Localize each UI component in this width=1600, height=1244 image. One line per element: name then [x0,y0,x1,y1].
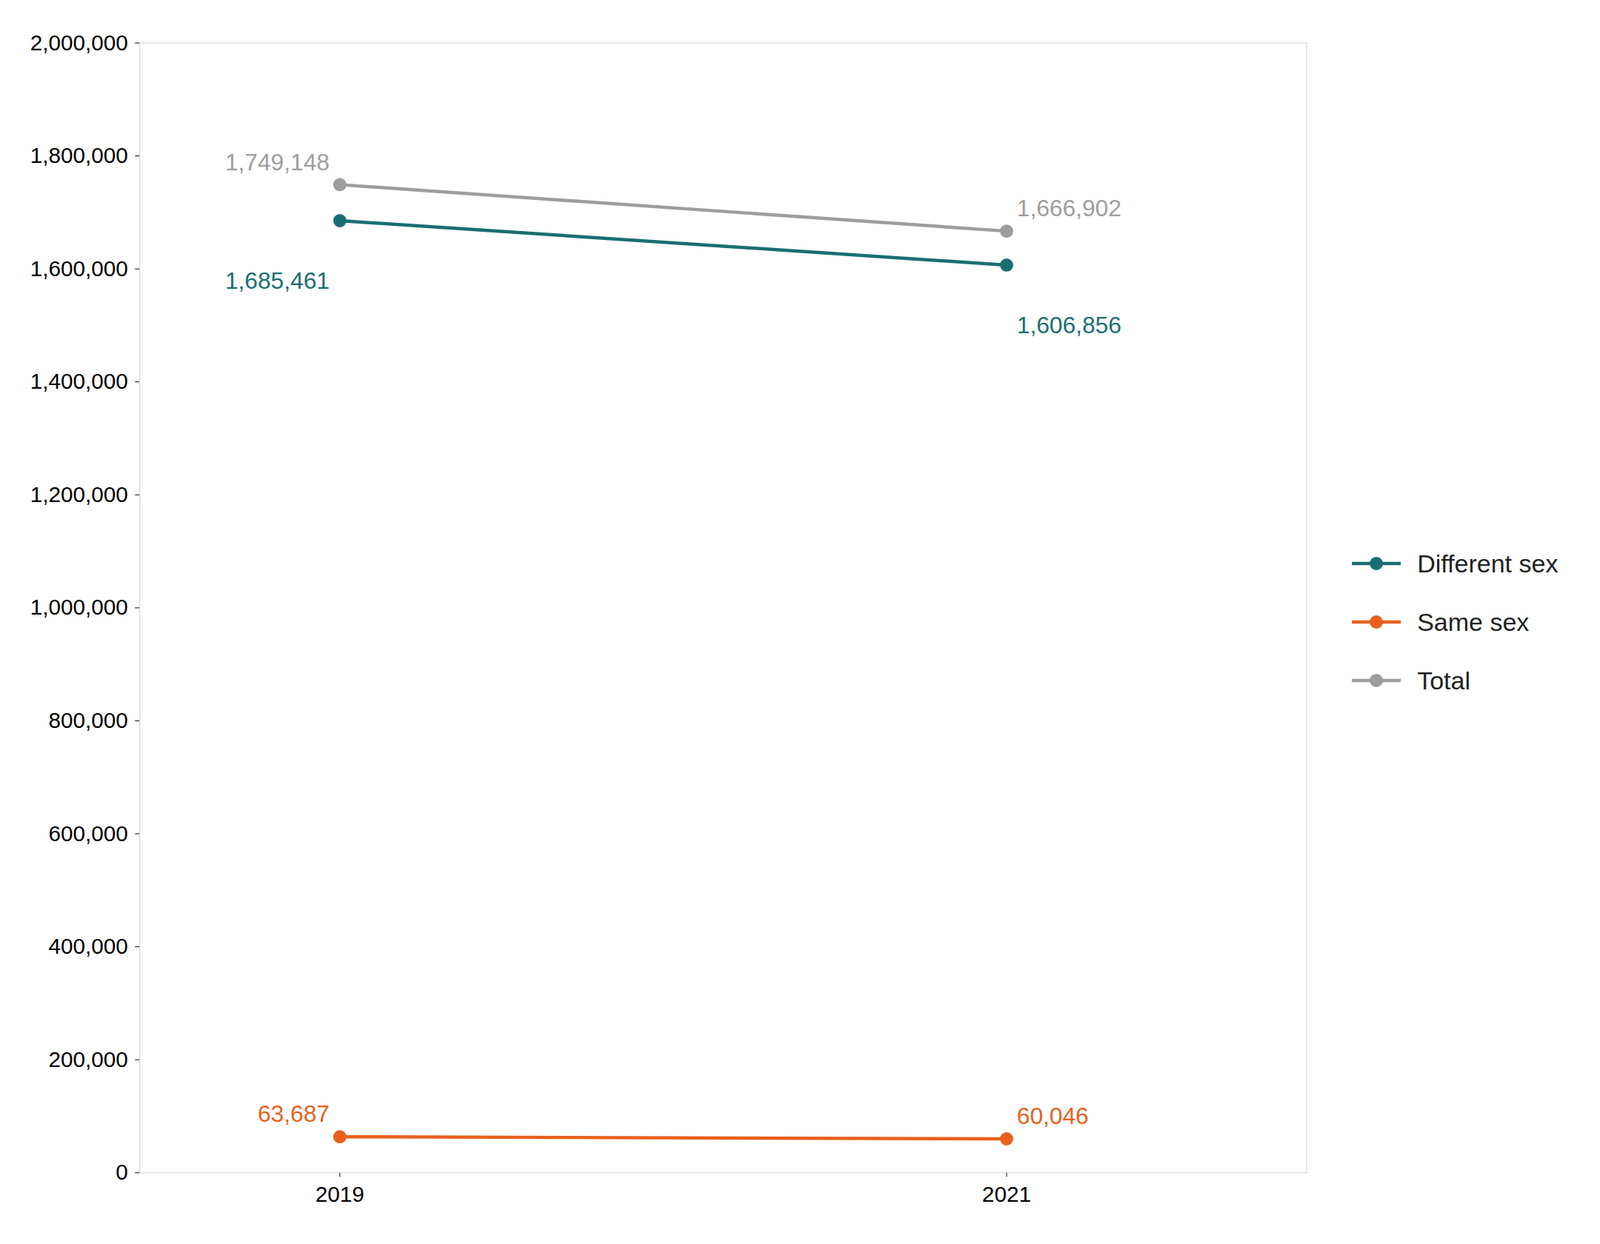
svg-text:1,000,000: 1,000,000 [30,594,129,620]
svg-text:2019: 2019 [315,1181,365,1206]
svg-text:600,000: 600,000 [48,820,128,846]
svg-text:60,046: 60,046 [1017,1102,1089,1130]
svg-text:1,685,461: 1,685,461 [225,267,330,295]
svg-text:1,606,856: 1,606,856 [1017,311,1122,339]
svg-text:2021: 2021 [982,1181,1032,1206]
svg-text:1,749,148: 1,749,148 [225,148,330,175]
svg-text:2,000,000: 2,000,000 [30,29,129,55]
svg-text:0: 0 [115,1160,129,1185]
svg-text:1,800,000: 1,800,000 [30,142,129,168]
svg-text:200,000: 200,000 [48,1046,128,1072]
svg-text:1,400,000: 1,400,000 [30,368,129,394]
svg-text:400,000: 400,000 [48,934,128,959]
svg-text:800,000: 800,000 [48,708,128,733]
svg-text:1,666,902: 1,666,902 [1017,194,1122,222]
svg-text:1,600,000: 1,600,000 [30,255,129,280]
svg-text:63,687: 63,687 [257,1100,330,1128]
html-text:Different sex: Different sex [1417,549,1559,578]
html-text:Total: Total [1417,666,1471,695]
svg-text:1,200,000: 1,200,000 [30,482,129,507]
html-text:Same sex: Same sex [1417,607,1530,636]
